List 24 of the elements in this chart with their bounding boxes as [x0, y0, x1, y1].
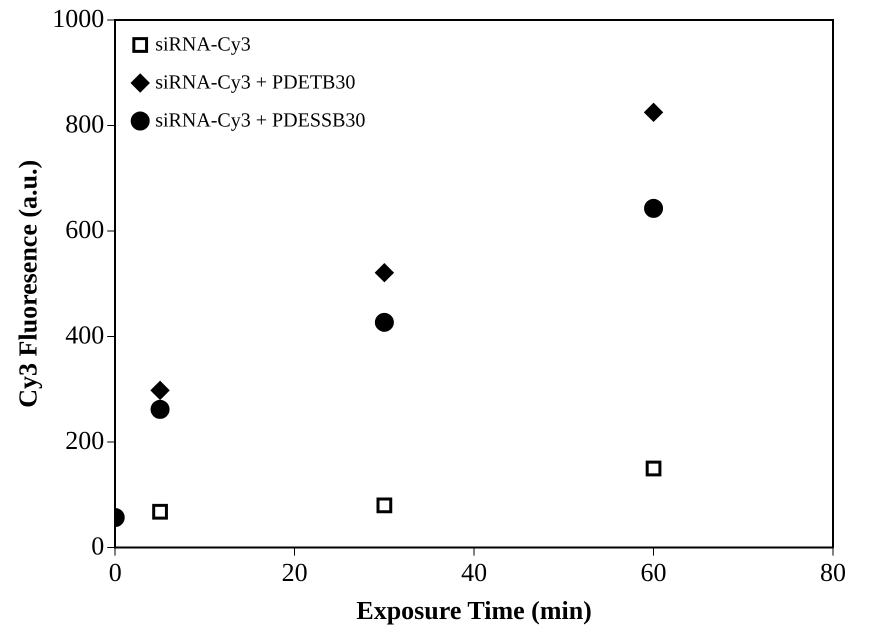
y-tick-label: 200 — [65, 426, 104, 455]
legend-label: siRNA-Cy3 + PDESSB30 — [155, 109, 366, 132]
y-tick-label: 0 — [91, 531, 104, 560]
x-axis-title: Exposure Time (min) — [356, 596, 592, 626]
y-tick-label: 600 — [65, 214, 104, 244]
y-axis-title: Cy3 Fluoresence (a.u.) — [13, 160, 42, 408]
point — [150, 380, 170, 400]
point — [150, 400, 170, 419]
x-tick-label: 40 — [461, 558, 488, 588]
point — [646, 460, 662, 476]
point — [374, 263, 394, 282]
x-tick-label: 80 — [820, 558, 846, 588]
point — [374, 312, 394, 332]
legend-label: siRNA-Cy3 + PDETB30 — [155, 71, 356, 94]
y-tick-label: 400 — [65, 320, 104, 350]
x-tick-label: 60 — [640, 558, 667, 588]
x-tick-label: 20 — [282, 558, 308, 588]
y-tick-label: 800 — [65, 109, 104, 138]
point — [376, 498, 392, 514]
y-tick-label: 1000 — [52, 4, 104, 33]
point — [152, 504, 168, 520]
point — [644, 198, 664, 218]
point — [644, 102, 664, 122]
legend-label: siRNA-Cy3 — [155, 33, 251, 56]
